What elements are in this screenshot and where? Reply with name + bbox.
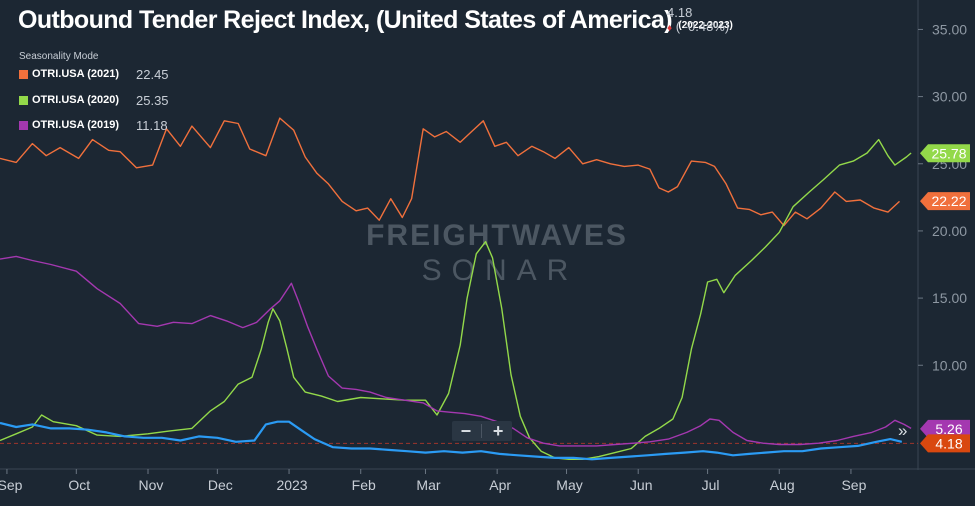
- x-tick-label: Nov: [139, 477, 164, 493]
- end-value-tag-label: 5.26: [935, 421, 962, 437]
- legend-label-2020: OTRI.USA (2020): [32, 94, 120, 106]
- x-tick-label: Jun: [630, 477, 653, 493]
- chart-title-range: (2022-2023): [678, 20, 733, 31]
- y-tick-label: 20.00: [932, 223, 967, 239]
- end-value-tag: 25.78: [920, 144, 970, 163]
- series-line-otri-usa: [0, 420, 903, 461]
- chart-title-text: Outbound Tender Reject Index, (United St…: [18, 6, 673, 34]
- legend-swatch-2019: [19, 120, 28, 130]
- x-tick-label: 2023: [276, 477, 307, 493]
- end-value-tag: 5.26: [920, 419, 970, 438]
- x-tick-label: Dec: [208, 477, 233, 493]
- end-value-tag-bg: [920, 434, 970, 453]
- current-value-box: 4.18 ♦ ( -0.48%): [667, 6, 729, 36]
- x-tick-label: Sep: [841, 477, 866, 493]
- legend-heading: Seasonality Mode: [19, 51, 99, 62]
- y-tick-label: 35.00: [932, 21, 967, 37]
- end-value-tag: 4.18: [920, 434, 970, 453]
- x-tick-label: Apr: [489, 477, 511, 493]
- current-change: ♦ ( -0.48%): [667, 20, 729, 36]
- x-tick-label: Oct: [68, 477, 90, 493]
- series-line-otri-usa-2021-: [0, 117, 900, 227]
- legend-item-2019[interactable]: OTRI.USA (2019) 11.18: [19, 118, 168, 133]
- x-tick-label: Mar: [416, 477, 440, 493]
- end-value-tag-label: 22.22: [931, 193, 966, 209]
- legend-label-2019: OTRI.USA (2019): [32, 119, 120, 131]
- zoom-in-button[interactable]: +: [492, 421, 504, 441]
- end-value-tag-bg: [920, 192, 970, 211]
- current-change-percent: ( -0.48%): [675, 19, 730, 34]
- chart-title: Outbound Tender Reject Index, (United St…: [18, 6, 733, 35]
- legend-label-2021: OTRI.USA (2021): [32, 68, 120, 80]
- watermark-sonar: SONAR: [422, 254, 579, 287]
- x-tick-label: Sep: [0, 477, 23, 493]
- x-tick-label: May: [556, 477, 582, 493]
- y-tick-label: 10.00: [932, 357, 967, 373]
- zoom-out-button[interactable]: −: [460, 421, 472, 441]
- legend-value-2019: 11.18: [136, 117, 168, 133]
- watermark-freightwaves: FREIGHTWAVES: [366, 219, 628, 252]
- y-tick-label: 30.00: [932, 89, 967, 105]
- down-arrow-icon: ♦: [667, 23, 673, 34]
- y-tick-label: 15.00: [932, 290, 967, 306]
- end-value-tag-label: 25.78: [931, 145, 966, 161]
- jump-to-latest-icon[interactable]: »: [898, 421, 908, 440]
- x-tick-label: Aug: [770, 477, 795, 493]
- current-value: 4.18: [667, 5, 693, 20]
- legend-swatch-2021: [19, 69, 28, 79]
- zoom-controls: − +: [452, 421, 512, 441]
- x-tick-label: Jul: [702, 477, 720, 493]
- end-value-tag-bg: [920, 419, 970, 438]
- legend-item-2021[interactable]: OTRI.USA (2021) 22.45: [19, 67, 169, 82]
- end-value-tag-bg: [920, 144, 970, 163]
- legend-swatch-2020: [19, 95, 28, 105]
- zoom-divider: [481, 424, 483, 438]
- legend-item-2020[interactable]: OTRI.USA (2020) 25.35: [19, 93, 169, 108]
- end-value-tag: 22.22: [920, 192, 970, 211]
- series-line-otri-usa-2019-: [0, 255, 912, 447]
- legend-value-2020: 25.35: [136, 92, 169, 108]
- legend-value-2021: 22.45: [136, 66, 169, 82]
- series-line-otri-usa-2020-: [0, 138, 912, 460]
- x-tick-label: Feb: [352, 477, 376, 493]
- end-value-tag-label: 4.18: [935, 435, 962, 451]
